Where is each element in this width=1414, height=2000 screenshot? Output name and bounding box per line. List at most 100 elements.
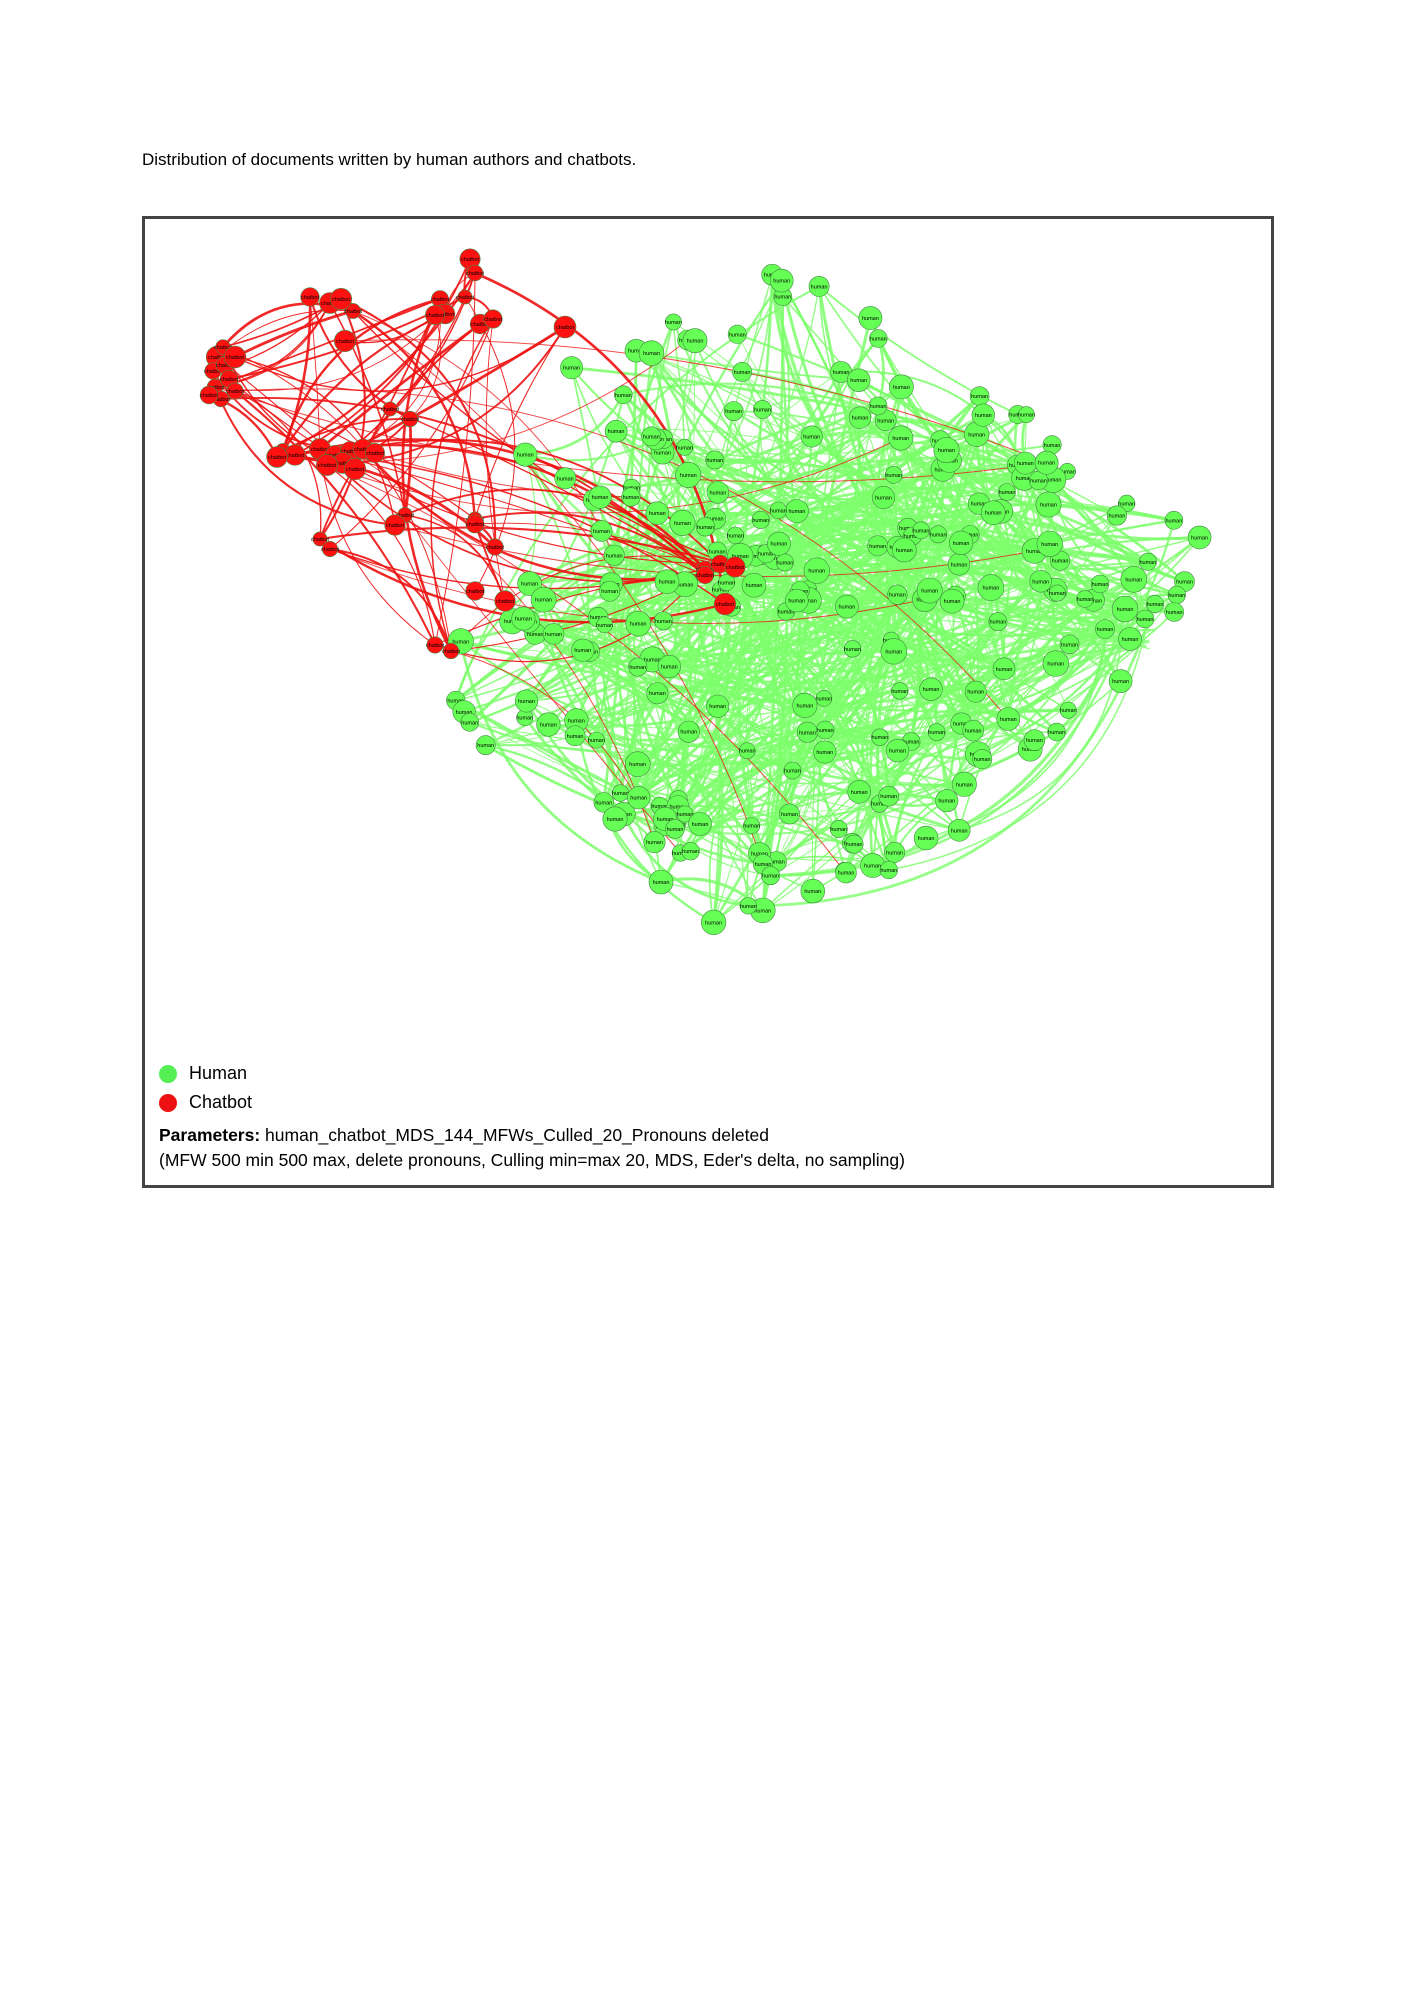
human-node xyxy=(1048,584,1066,602)
human-node-label: human xyxy=(1108,514,1125,520)
human-node-label: human xyxy=(1000,717,1017,723)
human-node xyxy=(517,571,542,596)
human-edge xyxy=(687,339,992,589)
chatbot-node-label: chatbot xyxy=(716,602,735,608)
human-node-label: human xyxy=(1026,549,1043,555)
chatbot-edge xyxy=(450,555,721,652)
human-node-label: human xyxy=(864,864,881,870)
human-node-label: human xyxy=(739,749,756,755)
human-node-label: human xyxy=(447,699,464,705)
human-node-label: human xyxy=(706,458,723,464)
human-node-label: human xyxy=(630,622,647,628)
human-node-label: human xyxy=(677,812,694,818)
chatbot-node-label: chatbot xyxy=(556,325,575,331)
chatbot-edge xyxy=(214,386,396,526)
chatbot-edge xyxy=(294,258,471,456)
chatbot-node xyxy=(695,565,714,584)
human-node-label: human xyxy=(891,689,908,695)
human-node-label: human xyxy=(615,393,632,399)
human-node-label: human xyxy=(804,889,821,895)
human-node xyxy=(972,749,993,770)
human-node-label: human xyxy=(628,349,645,355)
human-node xyxy=(1164,510,1184,530)
human-edge xyxy=(484,743,665,828)
human-node-label: human xyxy=(644,657,661,663)
chatbot-node-label: chatbot xyxy=(341,449,360,455)
chatbot-node-label: chatbot xyxy=(466,271,485,277)
human-node xyxy=(977,574,1005,601)
human-node xyxy=(803,557,830,584)
chatbot-node-label: chatbot xyxy=(200,393,219,399)
human-node xyxy=(706,694,730,718)
human-node-label: human xyxy=(1041,542,1058,548)
human-node-label: human xyxy=(712,588,729,594)
human-node-label: human xyxy=(1092,582,1109,588)
human-node xyxy=(912,521,930,540)
human-node xyxy=(878,785,900,807)
human-node-label: human xyxy=(1026,738,1043,744)
chatbot-node-label: chatbot xyxy=(214,345,233,351)
chatbot-node-label: chatbot xyxy=(696,573,715,579)
chatbot-node-label: chatbot xyxy=(226,355,245,361)
chatbot-edge xyxy=(276,272,476,458)
human-node-label: human xyxy=(657,817,674,823)
human-node xyxy=(879,860,898,880)
human-node xyxy=(1023,729,1046,751)
human-edge xyxy=(485,744,656,843)
legend-item-chatbot: Chatbot xyxy=(159,1088,252,1117)
human-node xyxy=(871,728,889,746)
human-edge xyxy=(455,699,638,800)
human-node-label: human xyxy=(896,548,913,554)
chatbot-node-label: chatbot xyxy=(216,363,235,369)
human-node xyxy=(590,520,613,542)
human-node-label: human xyxy=(705,920,722,926)
human-node-label: human xyxy=(1125,577,1142,583)
human-node-label: human xyxy=(811,284,828,290)
human-node-label: human xyxy=(885,649,902,655)
chatbot-node xyxy=(382,401,398,417)
chatbot-node-label: chatbot xyxy=(442,649,461,655)
human-node-label: human xyxy=(734,370,751,376)
human-node xyxy=(753,399,772,419)
human-node-label: human xyxy=(930,532,947,538)
human-node xyxy=(621,487,641,507)
human-node-label: human xyxy=(989,620,1006,626)
chatbot-node-label: chatbot xyxy=(486,545,505,551)
human-node xyxy=(769,501,787,519)
chatbot-edge xyxy=(282,418,411,452)
chatbot-node xyxy=(345,303,361,319)
human-node xyxy=(887,584,908,605)
human-node xyxy=(1106,505,1127,526)
human-node-label: human xyxy=(851,790,868,796)
chatbot-human-edge xyxy=(326,437,902,514)
human-node-label: human xyxy=(607,817,624,823)
human-node xyxy=(980,500,1006,526)
human-edge xyxy=(1003,480,1040,669)
human-node-label: human xyxy=(707,517,724,523)
human-node-label: human xyxy=(870,404,887,410)
human-node-label: human xyxy=(595,800,612,806)
human-node-label: human xyxy=(967,690,984,696)
human-node xyxy=(948,530,974,556)
human-edge xyxy=(780,280,927,601)
chatbot-node-label: chatbot xyxy=(354,447,373,453)
human-node-label: human xyxy=(971,394,988,400)
human-node-label: human xyxy=(452,639,469,645)
human-node-label: human xyxy=(971,502,988,508)
human-node xyxy=(514,689,538,713)
human-edge xyxy=(823,502,980,753)
human-node xyxy=(587,731,605,749)
human-edge xyxy=(679,627,1106,855)
human-node-label: human xyxy=(1168,593,1185,599)
chatbot-human-edge xyxy=(342,339,688,464)
human-node xyxy=(625,610,652,637)
human-node-label: human xyxy=(515,617,532,623)
human-node-label: human xyxy=(892,436,909,442)
human-node-label: human xyxy=(944,599,961,605)
human-node xyxy=(885,738,910,763)
human-node-label: human xyxy=(799,730,816,736)
human-node-label: human xyxy=(1060,708,1077,714)
human-node-label: human xyxy=(1038,461,1055,467)
human-node xyxy=(1059,701,1077,719)
human-node xyxy=(767,531,791,556)
